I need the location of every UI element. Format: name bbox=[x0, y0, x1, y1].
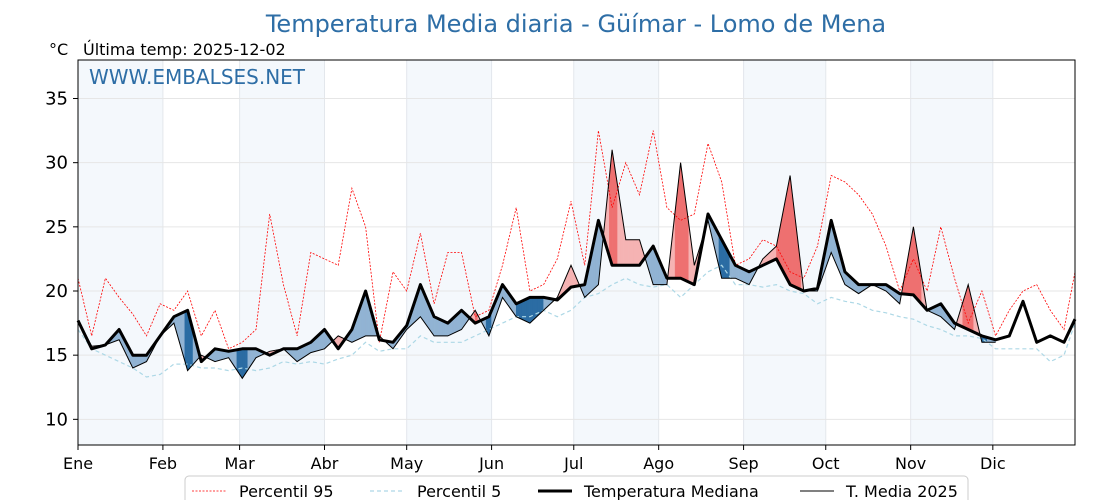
fill-below-median bbox=[433, 316, 438, 337]
y-tick-label: 10 bbox=[45, 409, 68, 430]
month-band bbox=[910, 60, 993, 445]
series-percentil-95 bbox=[77, 130, 1076, 350]
month-band bbox=[239, 60, 325, 445]
fill-below-median bbox=[132, 354, 136, 369]
fill-below-median bbox=[135, 354, 139, 368]
x-tick-label: Jun bbox=[478, 454, 504, 473]
y-tick-label: 30 bbox=[45, 153, 68, 174]
fill-above-median bbox=[631, 239, 635, 266]
legend-box bbox=[184, 475, 969, 504]
y-tick-label: 35 bbox=[45, 89, 68, 110]
x-tick-label: Oct bbox=[812, 454, 840, 473]
y-tick-label: 20 bbox=[45, 281, 68, 302]
fill-below-median bbox=[526, 297, 531, 324]
x-tick-label: Dic bbox=[980, 454, 1006, 473]
x-tick-label: Jul bbox=[563, 454, 583, 473]
month-band bbox=[78, 60, 163, 445]
x-tick-label: Nov bbox=[895, 454, 926, 473]
fill-above-median bbox=[628, 239, 632, 266]
legend-label-p95: Percentil 95 bbox=[239, 482, 334, 500]
y-tick-label: 25 bbox=[45, 217, 68, 238]
x-tick-label: Abr bbox=[311, 454, 339, 473]
y-tick-label: 15 bbox=[45, 345, 68, 366]
series-percentil-5 bbox=[77, 264, 1076, 378]
fill-below-median bbox=[524, 298, 528, 323]
fill-above-median bbox=[633, 239, 638, 266]
fill-below-median bbox=[239, 348, 243, 380]
legend: Percentil 95 Percentil 5 Temperatura Med… bbox=[184, 475, 969, 504]
fill-below-median bbox=[535, 297, 539, 319]
fill-above-median bbox=[636, 239, 640, 266]
legend-label-p5: Percentil 5 bbox=[417, 482, 501, 500]
last-temp-label: Última temp: 2025-12-02 bbox=[83, 40, 286, 59]
x-tick-label: Ene bbox=[63, 454, 93, 473]
series-temperatura-mediana bbox=[76, 212, 1077, 364]
y-axis-unit: °C bbox=[49, 40, 68, 59]
x-tick-label: May bbox=[390, 454, 423, 473]
chart-title: Temperatura Media diaria - Güímar - Lomo… bbox=[265, 10, 886, 38]
legend-label-median: Temperatura Mediana bbox=[583, 482, 759, 500]
fill-above-median bbox=[625, 239, 629, 266]
fill-below-median bbox=[529, 297, 533, 324]
fill-below-median bbox=[532, 297, 536, 322]
plot-frame bbox=[77, 59, 1076, 446]
legend-label-2025: T. Media 2025 bbox=[845, 482, 958, 500]
x-tick-label: Feb bbox=[149, 454, 177, 473]
x-tick-label: Mar bbox=[225, 454, 256, 473]
month-band bbox=[406, 60, 492, 445]
x-tick-label: Sep bbox=[729, 454, 759, 473]
series-t-media-2025 bbox=[77, 149, 996, 380]
x-tick-label: Ago bbox=[643, 454, 674, 473]
fill-below-median bbox=[521, 299, 525, 321]
watermark: WWW.EMBALSES.NET bbox=[89, 65, 306, 89]
